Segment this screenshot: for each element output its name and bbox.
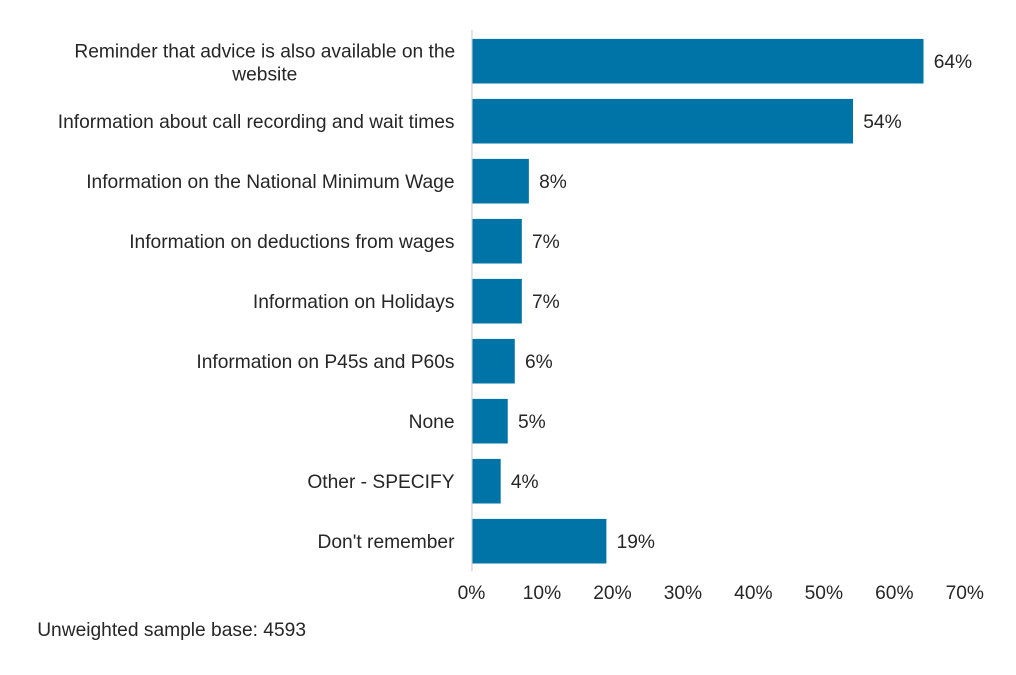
svg-text:54%: 54% [863,112,901,133]
svg-text:Other - SPECIFY: Other - SPECIFY [307,472,454,493]
svg-text:30%: 30% [664,583,702,604]
svg-text:Information on P45s and P60s: Information on P45s and P60s [196,352,454,373]
svg-text:7%: 7% [532,292,560,313]
svg-text:20%: 20% [593,583,631,604]
svg-text:Information on the National Mi: Information on the National Minimum Wage [86,172,454,193]
svg-text:60%: 60% [875,583,913,604]
svg-text:7%: 7% [532,232,560,253]
svg-text:Unweighted sample base: 4593: Unweighted sample base: 4593 [37,620,306,641]
svg-text:10%: 10% [523,583,561,604]
svg-text:Information on deductions from: Information on deductions from wages [129,232,454,253]
svg-text:4%: 4% [511,472,539,493]
svg-text:64%: 64% [934,52,972,73]
svg-text:Information on Holidays: Information on Holidays [253,292,455,313]
svg-text:Don't remember: Don't remember [318,532,456,553]
svg-text:0%: 0% [458,583,486,604]
svg-text:40%: 40% [734,583,772,604]
svg-text:5%: 5% [518,412,546,433]
svg-text:Information about call recordi: Information about call recording and wai… [58,112,455,133]
svg-text:website: website [231,65,297,86]
svg-text:19%: 19% [617,532,655,553]
svg-text:8%: 8% [539,172,567,193]
svg-text:50%: 50% [805,583,843,604]
svg-text:None: None [409,412,455,433]
svg-text:70%: 70% [946,583,984,604]
svg-text:6%: 6% [525,352,553,373]
svg-text:Reminder that advice is also a: Reminder that advice is also available o… [74,42,455,63]
